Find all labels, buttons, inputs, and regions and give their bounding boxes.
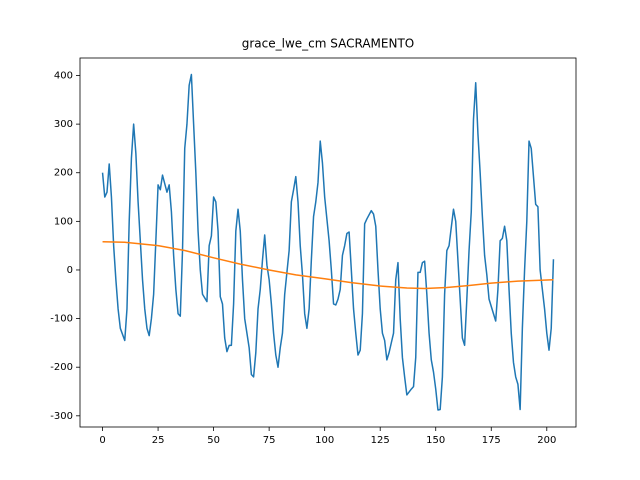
y-tick-label: -200 (50, 362, 73, 373)
y-tick-label: 200 (54, 168, 73, 179)
x-tick-label: 125 (371, 435, 390, 446)
y-tick-label: -300 (50, 411, 73, 422)
y-tick-label: 300 (54, 119, 73, 130)
series-line (102, 241, 554, 290)
x-tick-label: 25 (152, 435, 165, 446)
x-tick-label: 200 (537, 435, 556, 446)
series-line (101, 73, 555, 411)
chart-title: grace_lwe_cm SACRAMENTO (242, 37, 414, 51)
x-tick-label: 50 (207, 435, 220, 446)
x-tick-label: 175 (482, 435, 501, 446)
x-tick-label: 75 (263, 435, 276, 446)
x-tick-label: 0 (99, 435, 105, 446)
x-tick-label: 150 (426, 435, 445, 446)
y-tick-label: 400 (54, 71, 73, 82)
y-tick-label: 100 (54, 216, 73, 227)
plot-frame (79, 57, 577, 428)
y-tick-label: -100 (50, 314, 73, 325)
x-tick-label: 100 (315, 435, 334, 446)
y-tick-label: 0 (67, 265, 73, 276)
